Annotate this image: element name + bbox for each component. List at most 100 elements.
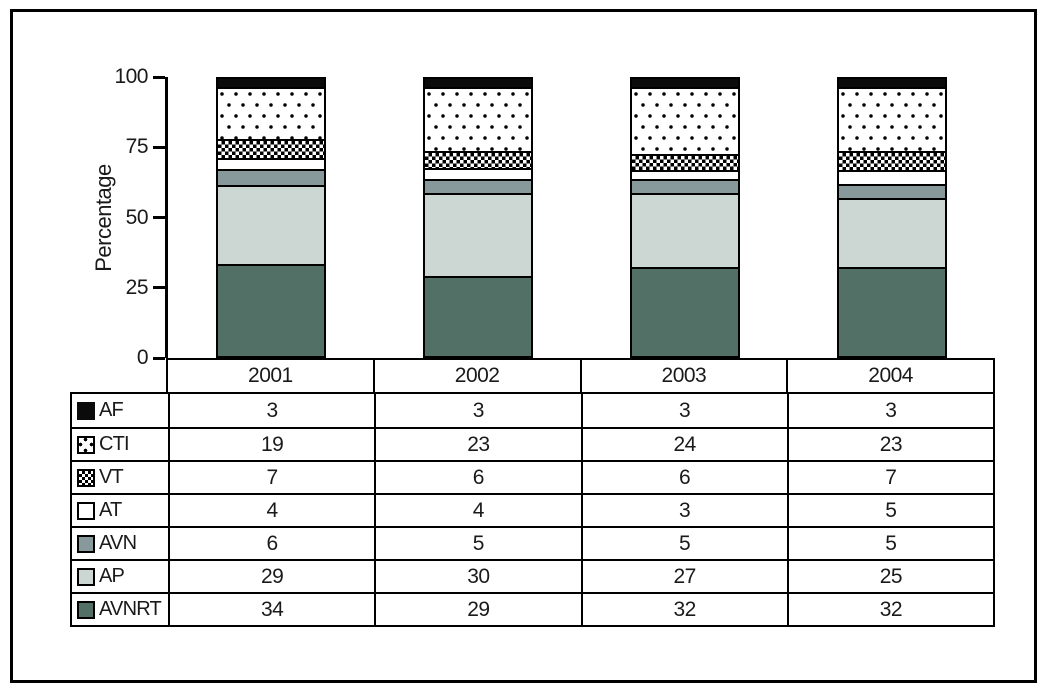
value-cell-avnrt: 34 [260, 597, 284, 621]
table-row-ap: AP 29 30 27 25 [72, 559, 993, 592]
value-cell-af: 3 [580, 394, 787, 427]
value-cell-avn: 6 [266, 531, 279, 555]
value-cell-cti: 24 [580, 429, 787, 460]
value-cell-af: 3 [786, 394, 993, 427]
bar-segment-avn [218, 168, 325, 185]
value-cell-ap: 25 [786, 561, 993, 592]
legend-swatch-ap-icon [77, 567, 95, 586]
table-row-af: AF 3 3 3 3 [72, 394, 993, 427]
year-header-cell: 2003 [579, 360, 787, 392]
legend-cell-avn: AVN [72, 528, 170, 559]
legend-label-vt: VT [99, 466, 124, 488]
bar-segment-af [838, 79, 945, 88]
stacked-bar-2004 [836, 77, 947, 358]
bar-segment-vt [838, 151, 945, 171]
table-row-at: AT 4 4 3 5 [72, 493, 993, 526]
y-tick-label: 50 [125, 205, 149, 229]
bar-segment-vt [631, 153, 738, 171]
legend-label-cti: CTI [99, 433, 130, 455]
value-cell-avnrt: 32 [580, 594, 787, 625]
bar-segment-at [425, 167, 532, 179]
year-header-cell: 2002 [372, 360, 580, 392]
bar-segment-ap [218, 184, 325, 264]
bar-segment-af [425, 79, 532, 88]
bar-segment-avn [631, 178, 738, 193]
bar-segment-avnrt [218, 263, 325, 356]
bar-segment-avnrt [631, 267, 738, 356]
legend-cell-cti: CTI [72, 429, 170, 460]
bar-segment-avnrt [838, 267, 945, 356]
legend-swatch-avn-icon [77, 534, 95, 553]
y-tick [153, 216, 165, 219]
value-cell-at: 5 [786, 495, 993, 526]
legend-swatch-cti-icon [77, 435, 95, 454]
value-cell-cti: 23 [374, 429, 580, 460]
legend-cell-af: AF [72, 394, 170, 427]
value-cell-vt: 7 [786, 462, 993, 493]
value-cell-ap: 27 [580, 561, 787, 592]
bar-segment-af [218, 79, 325, 88]
value-cell-ap: 30 [374, 561, 580, 592]
y-tick-label: 0 [136, 346, 149, 369]
value-cell-avn: 5 [580, 528, 787, 559]
value-cell-af: 3 [266, 398, 279, 422]
bar-segment-vt [218, 138, 325, 158]
y-tick-label: 75 [125, 135, 149, 159]
legend-label-af: AF [99, 399, 124, 421]
bar-segment-cti [631, 87, 738, 154]
value-cell-af: 3 [374, 394, 580, 427]
x-axis-category-header: 2001 2002 2003 2004 [166, 358, 995, 394]
table-row-avnrt: AVNRT 34 29 32 32 [72, 592, 993, 625]
value-cell-cti: 19 [260, 432, 284, 456]
bar-segment-af [631, 79, 738, 88]
value-cell-avn: 5 [374, 528, 580, 559]
bar-segment-ap [838, 198, 945, 268]
stacked-bar-2003 [629, 77, 740, 358]
legend-label-avn: AVN [99, 532, 137, 554]
bar-segment-cti [218, 87, 325, 139]
y-axis-line [165, 77, 168, 358]
bar-segment-cti [838, 87, 945, 151]
legend-label-at: AT [99, 499, 122, 521]
legend-cell-avnrt: AVNRT [72, 594, 170, 625]
plot-area [168, 77, 995, 358]
value-cell-at: 4 [374, 495, 580, 526]
y-tick-label: 25 [125, 275, 149, 299]
legend-cell-ap: AP [72, 561, 170, 592]
stacked-bar-2001 [216, 77, 327, 358]
bar-segment-avnrt [425, 275, 532, 356]
bar-segment-ap [425, 192, 532, 276]
legend-cell-at: AT [72, 495, 170, 526]
legend-swatch-vt-icon [77, 468, 95, 487]
year-header-cell: 2001 [248, 364, 293, 387]
stacked-bar-2002 [423, 77, 534, 358]
bar-segment-cti [425, 87, 532, 151]
value-cell-avn: 5 [786, 528, 993, 559]
year-header-cell: 2004 [786, 360, 993, 392]
legend-swatch-avnrt-icon [77, 600, 95, 619]
legend-label-ap: AP [99, 565, 125, 587]
bar-segment-vt [425, 151, 532, 168]
bar-segment-avn [838, 184, 945, 199]
value-cell-vt: 6 [374, 462, 580, 493]
bar-segment-at [838, 170, 945, 185]
value-cell-ap: 29 [260, 564, 284, 588]
bar-segment-avn [425, 178, 532, 193]
value-cell-at: 4 [266, 498, 279, 522]
value-cell-vt: 6 [580, 462, 787, 493]
y-tick [153, 75, 165, 79]
legend-cell-vt: VT [72, 462, 170, 493]
table-row-cti: CTI 19 23 24 23 [72, 427, 993, 460]
table-row-avn: AVN 6 5 5 5 [72, 526, 993, 559]
y-tick [153, 145, 165, 149]
value-cell-avnrt: 29 [374, 594, 580, 625]
y-tick [153, 286, 165, 290]
value-cell-vt: 7 [266, 465, 279, 489]
legend-data-table: AF 3 3 3 3 CTI 19 23 24 23 VT 7 6 6 7 AT 4 4 3 5 AVN 6 5 5 5 AP 29… [70, 392, 995, 627]
legend-swatch-af-icon [77, 401, 95, 420]
bar-segment-at [218, 157, 325, 169]
bar-segment-ap [631, 192, 738, 268]
y-tick [153, 356, 165, 360]
value-cell-cti: 23 [786, 429, 993, 460]
